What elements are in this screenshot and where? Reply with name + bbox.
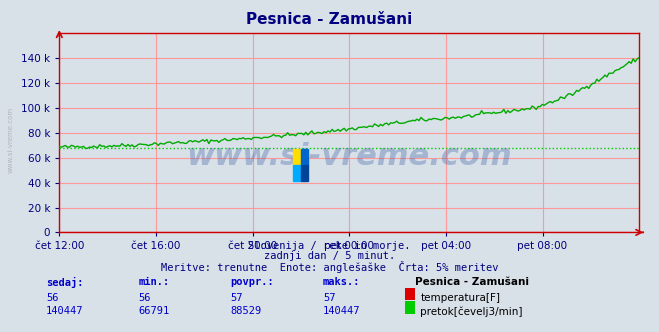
Bar: [301, 149, 308, 165]
Text: Pesnica - Zamušani: Pesnica - Zamušani: [246, 12, 413, 27]
Text: 88529: 88529: [231, 306, 262, 316]
Bar: [293, 149, 301, 165]
Text: 56: 56: [138, 293, 151, 303]
Text: Slovenija / reke in morje.: Slovenija / reke in morje.: [248, 241, 411, 251]
Text: povpr.:: povpr.:: [231, 277, 274, 287]
Text: Pesnica - Zamušani: Pesnica - Zamušani: [415, 277, 529, 287]
Text: www.si-vreme.com: www.si-vreme.com: [8, 106, 14, 173]
Text: pretok[čevelj3/min]: pretok[čevelj3/min]: [420, 306, 523, 317]
Text: maks.:: maks.:: [323, 277, 360, 287]
Text: sedaj:: sedaj:: [46, 277, 84, 288]
Text: 56: 56: [46, 293, 59, 303]
Text: Meritve: trenutne  Enote: anglešaške  Črta: 5% meritev: Meritve: trenutne Enote: anglešaške Črta…: [161, 261, 498, 273]
Text: www.si-vreme.com: www.si-vreme.com: [186, 142, 512, 171]
Bar: [293, 165, 301, 181]
Text: 66791: 66791: [138, 306, 169, 316]
Text: 140447: 140447: [323, 306, 360, 316]
Text: 140447: 140447: [46, 306, 84, 316]
Text: 57: 57: [323, 293, 335, 303]
Bar: [301, 165, 308, 181]
Text: temperatura[F]: temperatura[F]: [420, 293, 500, 303]
Text: 57: 57: [231, 293, 243, 303]
Text: min.:: min.:: [138, 277, 169, 287]
Text: zadnji dan / 5 minut.: zadnji dan / 5 minut.: [264, 251, 395, 261]
